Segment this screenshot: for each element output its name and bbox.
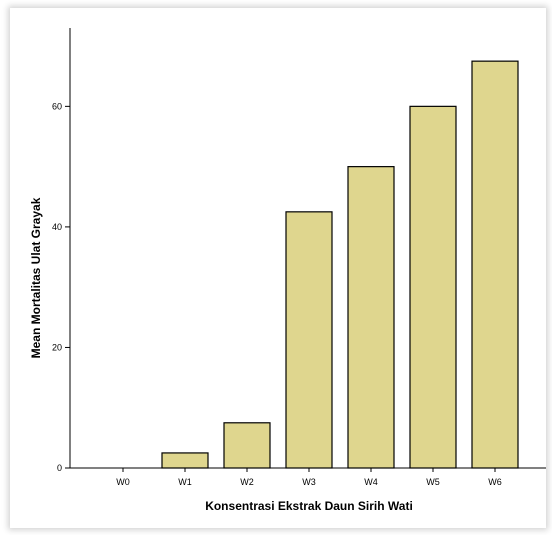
x-tick-label-w0: W0 [116,477,130,487]
bars-group [161,60,519,469]
x-tick-label-w2: W2 [240,477,254,487]
x-tick-label-w6: W6 [488,477,502,487]
bar-chart: 0 20 40 60 W0 W1 W2 W3 W4 W5 W6 Konsentrasi Ekstr… [29,28,546,513]
bar-w4 [347,166,395,469]
x-ticks-group: W0 W1 W2 W3 W4 W5 W6 [116,468,502,487]
x-tick-label-w4: W4 [364,477,378,487]
y-axis-title: Mean Mortalitas Ulat Grayak [29,197,43,358]
x-axis-title: Konsentrasi Ekstrak Daun Sirih Wati [205,499,413,513]
bar-w3 [285,211,333,469]
x-tick-label-w5: W5 [426,477,440,487]
y-tick-label: 60 [52,101,62,111]
bar-w5 [409,105,457,469]
y-tick-label: 0 [57,463,62,473]
x-tick-label-w1: W1 [178,477,192,487]
x-tick-label-w3: W3 [302,477,316,487]
bar-w6 [471,60,519,469]
y-ticks-group: 0 20 40 60 [52,101,70,473]
bar-w2 [223,422,271,469]
chart-frame: 0 20 40 60 W0 W1 W2 W3 W4 W5 W6 Konsentrasi Ekstr… [10,8,546,528]
y-tick-label: 40 [52,222,62,232]
y-tick-label: 20 [52,342,62,352]
bar-w1 [161,452,209,469]
